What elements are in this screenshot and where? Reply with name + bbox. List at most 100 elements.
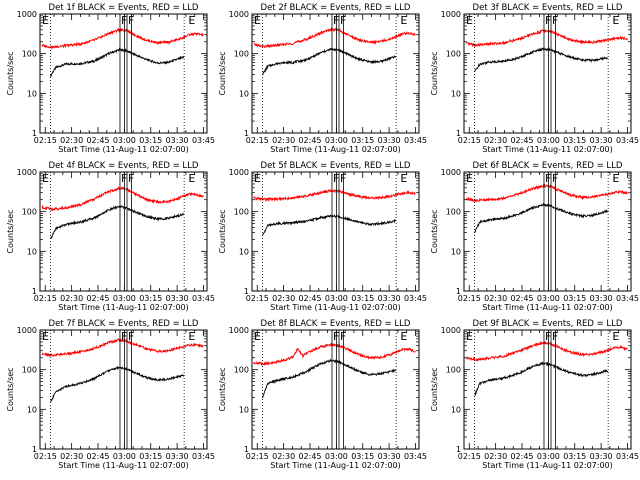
series-line-lld [253, 188, 416, 202]
interval-marker-e: E [42, 330, 49, 343]
series-line-events [50, 205, 185, 240]
x-tick-label: 02:45 [86, 294, 109, 303]
y-tick-label: 1 [244, 287, 249, 296]
y-tick-label: 1 [244, 445, 249, 454]
x-tick-label: 03:00 [537, 452, 560, 461]
plot-frame [39, 13, 208, 134]
interval-marker-f: F [545, 14, 551, 27]
interval-marker-e: E [612, 172, 619, 185]
interval-marker-e: E [400, 14, 407, 27]
x-tick-label: 02:15 [34, 452, 57, 461]
y-tick-label: 100 [446, 50, 461, 59]
x-tick-label: 03:15 [351, 294, 374, 303]
interval-marker-f: F [340, 14, 346, 27]
y-axis-label: Counts/sec [218, 209, 227, 253]
interval-marker-f: F [128, 172, 134, 185]
y-tick-label: 10 [451, 247, 461, 256]
series-line-events [262, 47, 397, 76]
plot-frame [251, 171, 420, 292]
interval-marker-f: F [128, 14, 134, 27]
x-axis-label: Start Time (11-Aug-11 02:07:00) [482, 145, 613, 154]
plot-frame [39, 329, 208, 450]
series-line-lld [253, 342, 416, 367]
x-tick-label: 03:15 [139, 294, 162, 303]
interval-marker-f: F [333, 172, 339, 185]
x-tick-label: 03:30 [166, 136, 189, 145]
x-tick-label: 03:45 [192, 452, 215, 461]
x-tick-label: 03:30 [590, 452, 613, 461]
y-axis-label: Counts/sec [430, 51, 439, 95]
x-tick-label: 02:45 [510, 136, 533, 145]
series-line-lld [465, 29, 628, 48]
interval-marker-e: E [466, 330, 473, 343]
x-tick-label: 02:45 [510, 452, 533, 461]
x-tick-label: 02:15 [246, 452, 269, 461]
x-tick-label: 03:30 [590, 136, 613, 145]
y-tick-label: 1000 [441, 168, 461, 177]
y-tick-label: 100 [22, 208, 37, 217]
y-tick-label: 100 [234, 208, 249, 217]
y-tick-label: 1000 [17, 168, 37, 177]
x-tick-label: 02:30 [272, 452, 295, 461]
series-line-events [262, 214, 397, 236]
x-tick-label: 02:45 [86, 136, 109, 145]
panel-title: Det 5f BLACK = Events, RED = LLD [261, 161, 411, 171]
y-tick-label: 1000 [17, 326, 37, 335]
y-tick-label: 1 [244, 129, 249, 138]
x-tick-label: 02:30 [60, 294, 83, 303]
x-tick-label: 03:45 [192, 136, 215, 145]
x-tick-label: 02:15 [34, 136, 57, 145]
y-axis-label: Counts/sec [430, 209, 439, 253]
x-tick-label: 02:15 [458, 452, 481, 461]
x-axis-label: Start Time (11-Aug-11 02:07:00) [270, 145, 401, 154]
interval-marker-e: E [612, 330, 619, 343]
interval-marker-f: F [340, 330, 346, 343]
x-tick-label: 03:45 [616, 136, 639, 145]
x-tick-label: 03:30 [378, 452, 401, 461]
y-tick-label: 1000 [229, 168, 249, 177]
x-tick-label: 03:15 [563, 452, 586, 461]
interval-marker-e: E [400, 330, 407, 343]
plot-frame [463, 171, 632, 292]
x-tick-label: 03:45 [404, 136, 427, 145]
x-axis-label: Start Time (11-Aug-11 02:07:00) [58, 461, 189, 470]
y-tick-label: 10 [27, 405, 37, 414]
interval-marker-e: E [188, 172, 195, 185]
series-line-lld [465, 183, 628, 203]
x-tick-label: 03:45 [616, 452, 639, 461]
interval-marker-f: F [552, 330, 558, 343]
interval-marker-f: F [545, 172, 551, 185]
x-tick-label: 03:00 [537, 294, 560, 303]
x-tick-label: 02:45 [298, 294, 321, 303]
interval-marker-e: E [612, 14, 619, 27]
x-tick-label: 02:15 [246, 136, 269, 145]
series-line-lld [41, 185, 204, 212]
x-tick-label: 03:45 [616, 294, 639, 303]
plot-frame [251, 13, 420, 134]
x-tick-label: 02:30 [60, 136, 83, 145]
interval-marker-f: F [545, 330, 551, 343]
x-tick-label: 03:15 [563, 294, 586, 303]
interval-marker-f: F [121, 14, 127, 27]
y-tick-label: 1000 [17, 10, 37, 19]
x-tick-label: 03:45 [404, 294, 427, 303]
series-line-events [474, 202, 609, 233]
x-tick-label: 03:15 [351, 136, 374, 145]
y-tick-label: 10 [451, 405, 461, 414]
y-tick-label: 1 [456, 445, 461, 454]
interval-marker-e: E [400, 172, 407, 185]
y-tick-label: 10 [239, 247, 249, 256]
x-axis-label: Start Time (11-Aug-11 02:07:00) [58, 145, 189, 154]
y-tick-label: 1 [32, 445, 37, 454]
panel-title: Det 7f BLACK = Events, RED = LLD [49, 319, 199, 329]
y-tick-label: 10 [27, 89, 37, 98]
x-tick-label: 03:30 [166, 294, 189, 303]
interval-marker-e: E [254, 172, 261, 185]
x-tick-label: 03:45 [192, 294, 215, 303]
